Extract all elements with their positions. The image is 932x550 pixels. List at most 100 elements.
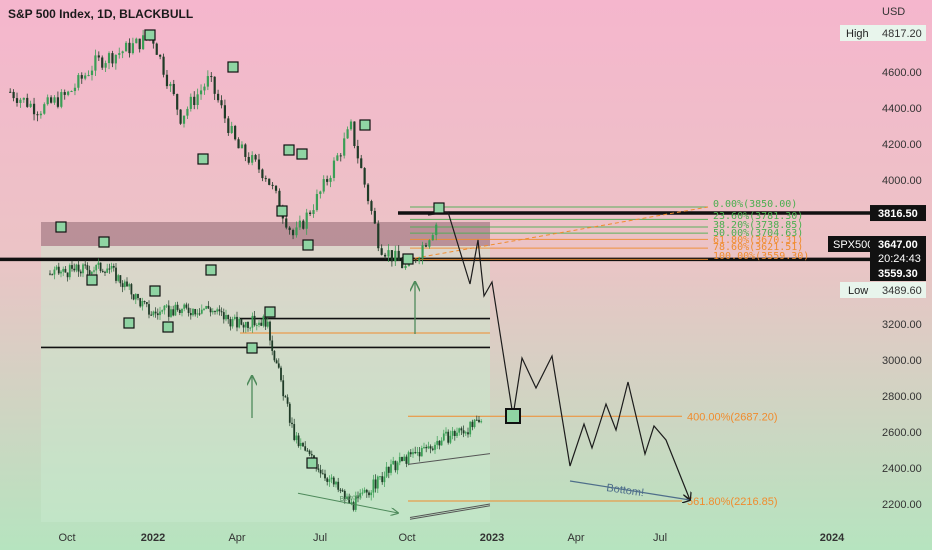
inset-candle [427, 446, 430, 449]
inset-candle [332, 477, 335, 485]
candle [418, 258, 421, 262]
inset-candle [277, 363, 280, 368]
candle [254, 155, 257, 160]
candle [223, 105, 227, 119]
inset-candle [73, 268, 76, 271]
inset-candle [229, 319, 232, 327]
candle [26, 97, 29, 107]
inset-candle [445, 431, 447, 434]
candle [264, 178, 267, 180]
inset-candle [233, 316, 236, 320]
inset-candle [258, 322, 260, 325]
candle [363, 168, 366, 185]
inset-candle [306, 450, 309, 452]
inset-candle [115, 267, 117, 281]
pivot-marker [276, 205, 288, 217]
pivot-marker [55, 221, 67, 233]
candle [404, 265, 407, 269]
inset-candle [194, 308, 197, 315]
candle [288, 227, 291, 231]
candle [165, 74, 169, 87]
candle [373, 210, 376, 224]
candle [322, 179, 325, 192]
inset-candle [414, 452, 417, 454]
inset-candle [284, 396, 287, 398]
pivot-marker [246, 342, 258, 354]
high-box [840, 25, 926, 41]
inset-candle [88, 270, 91, 275]
inset-candle [352, 502, 355, 510]
inset-candle [95, 264, 98, 271]
pivot-marker [123, 317, 135, 329]
candle [73, 87, 77, 92]
candle [401, 260, 404, 269]
inset-candle [475, 419, 478, 421]
inset-candle [84, 264, 87, 266]
inset-candle [119, 275, 122, 284]
pivot-marker [86, 274, 98, 286]
price-tick-label: 4600.00 [882, 67, 922, 79]
inset-candle [368, 492, 370, 496]
candle [182, 115, 186, 124]
inset-candle [126, 281, 128, 287]
candle [101, 57, 104, 68]
inset-candle [460, 428, 463, 431]
inset-candle [381, 476, 384, 483]
candle [36, 114, 39, 116]
inset-candle [178, 309, 181, 314]
low-value: 3489.60 [882, 285, 922, 297]
inset-candle [167, 305, 170, 317]
candle [77, 75, 80, 88]
inset-candle [218, 309, 221, 312]
candle [186, 108, 189, 116]
candle [70, 91, 73, 93]
inset-candle [436, 440, 439, 445]
candle [394, 250, 397, 262]
inset-candle [57, 266, 60, 274]
candle [128, 42, 131, 54]
inset-candle [152, 311, 155, 316]
inset-candle [165, 305, 168, 307]
high-value: 4817.20 [882, 28, 922, 40]
inset-candle [227, 315, 230, 320]
inset-bottom-arrow [297, 492, 398, 513]
inset-candle [64, 268, 67, 273]
inset-candle [438, 440, 441, 446]
inset-candle [480, 421, 483, 423]
candle [121, 51, 124, 54]
inset-candle [361, 492, 364, 494]
pivot-marker [98, 236, 110, 248]
time-tick-label: Jul [313, 532, 327, 544]
candle [383, 254, 387, 257]
candle [19, 99, 22, 103]
candle [390, 250, 393, 262]
candle [155, 43, 158, 55]
candle [94, 55, 97, 71]
inset-candle [456, 432, 458, 436]
price-tick-label: 4000.00 [882, 175, 922, 187]
inset-candle [209, 308, 212, 313]
inset-candle [297, 435, 300, 447]
inset-candle [293, 424, 296, 441]
inset-candle [299, 442, 302, 447]
candle [176, 94, 179, 110]
inset-candle [442, 433, 445, 441]
support-price-tag: 3559.30 [878, 268, 918, 280]
inset-candle [137, 294, 139, 299]
pivot-marker [359, 119, 371, 131]
candle [366, 184, 370, 202]
inset-candle [242, 324, 245, 328]
candle [162, 56, 165, 75]
inset-candle [473, 419, 476, 428]
candle [203, 86, 206, 91]
inset-candle [90, 271, 93, 275]
inset-candle [337, 481, 340, 490]
candle [227, 118, 230, 133]
inset-candle [255, 324, 258, 326]
pivot-marker [197, 153, 209, 165]
inset-candle [236, 316, 238, 328]
time-tick-label: Oct [398, 532, 415, 544]
inset-candle [462, 430, 465, 434]
inset-candle [220, 311, 223, 313]
